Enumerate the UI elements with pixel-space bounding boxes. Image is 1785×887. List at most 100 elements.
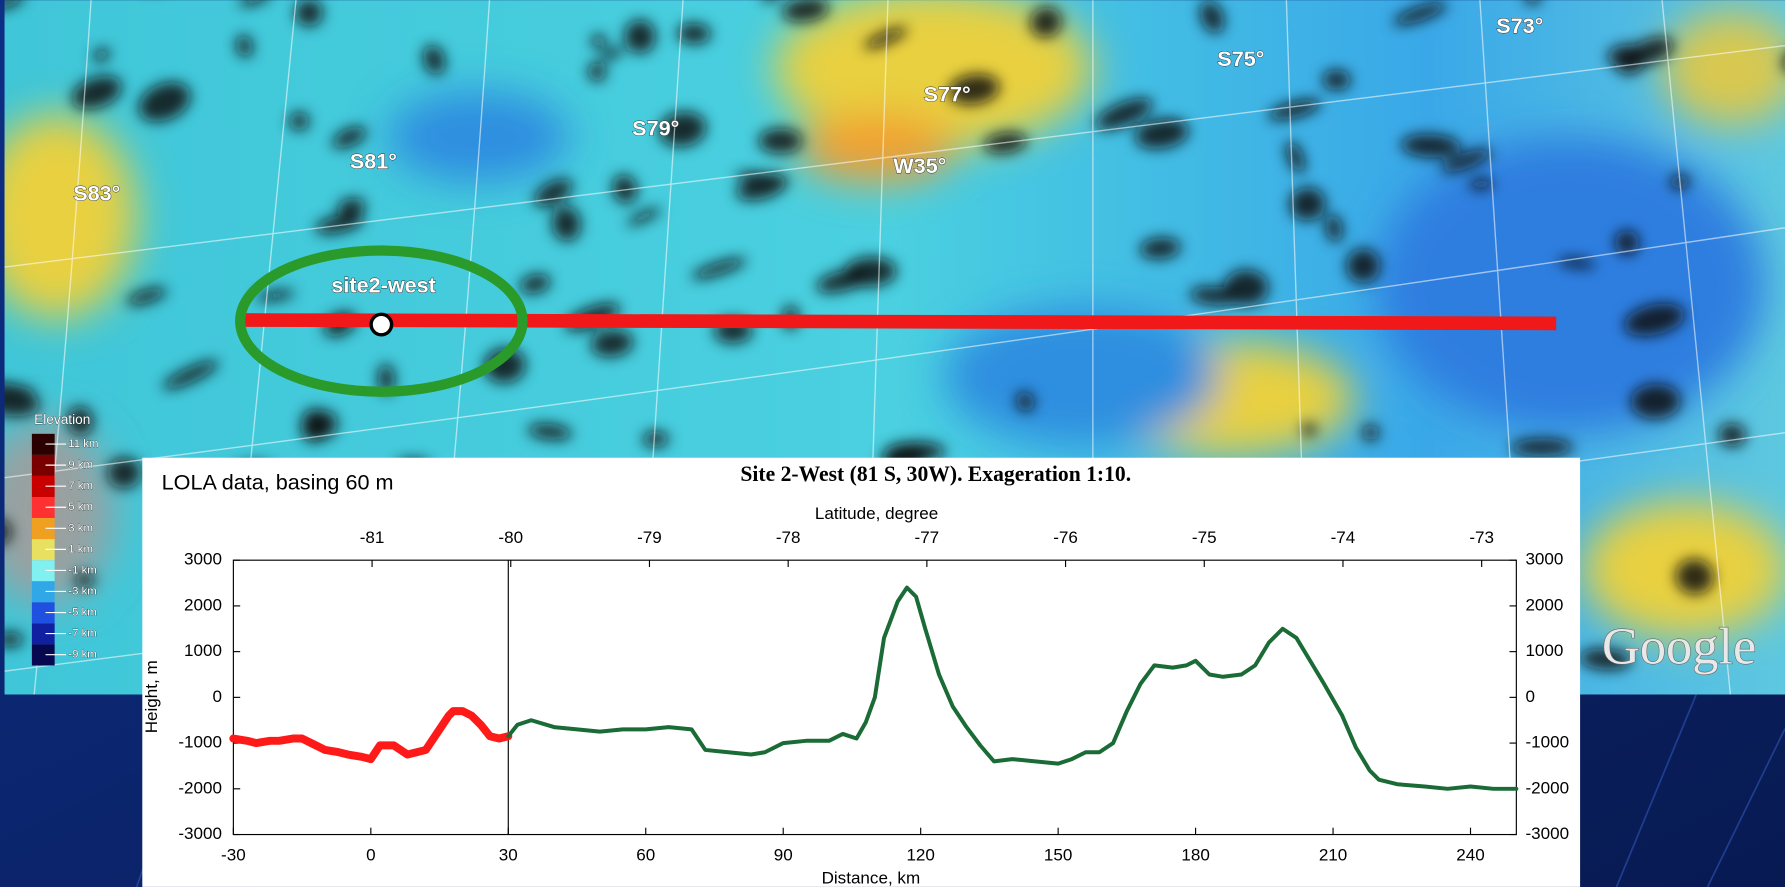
crater (519, 274, 551, 294)
crater (1030, 7, 1062, 38)
crater (337, 198, 366, 218)
chart-panel (142, 457, 1581, 887)
y-axis-title: Height, m (142, 660, 161, 733)
x-tick-label: 240 (1456, 846, 1484, 865)
crater (1346, 248, 1381, 283)
site-marker (369, 312, 394, 337)
legend-swatch (31, 581, 55, 603)
crater (552, 206, 581, 242)
crater (235, 35, 253, 57)
x2-tick-label: -75 (1192, 528, 1217, 547)
crater (1189, 286, 1239, 305)
x-tick-label: 180 (1181, 846, 1209, 865)
data-line (506, 585, 1519, 791)
x2-tick-label: -76 (1053, 528, 1078, 547)
x-axis-title: Distance, km (822, 868, 921, 887)
x-tick-label: 60 (636, 846, 655, 865)
grid-label: W35° (893, 153, 946, 178)
y-tick-label: 1000 (184, 641, 222, 660)
grid-label: S81° (350, 149, 397, 174)
crater (612, 174, 637, 204)
x2-tick-label: -74 (1331, 528, 1356, 547)
legend-swatch (31, 497, 55, 519)
x2-tick-label: -73 (1469, 528, 1494, 547)
crater (74, 572, 95, 588)
crater (588, 62, 606, 82)
crater (1441, 149, 1492, 173)
legend-swatch (31, 560, 55, 582)
elevation-legend: Elevation 11 km 9 km 7 km 5 km 3 km 1 km -1 km… (31, 411, 99, 666)
legend-swatch (31, 454, 55, 476)
crater (1095, 98, 1153, 130)
site-label: site2-west (331, 273, 436, 298)
legend-swatch (31, 539, 55, 561)
x2-tick-label: -81 (360, 528, 385, 547)
y2-tick-label: 3000 (1525, 550, 1563, 569)
crater (289, 112, 309, 131)
x2-tick-label: -79 (637, 528, 662, 547)
crater (1289, 187, 1326, 221)
grid-label: S79° (632, 116, 679, 141)
x-tick-label: -30 (221, 846, 246, 865)
crater (600, 47, 623, 60)
crater (93, 48, 110, 62)
x2-axis-title: Latitude, degree (815, 504, 938, 523)
crater (332, 126, 367, 148)
legend-label: -1 km (68, 564, 96, 576)
legend-swatch (31, 475, 55, 498)
crater (642, 431, 669, 448)
crater (624, 19, 656, 54)
y2-tick-label: -3000 (1525, 824, 1569, 843)
grid-label: S73° (1496, 13, 1543, 38)
crater (1325, 214, 1343, 242)
crater (1134, 118, 1189, 149)
x-tick-label: 120 (906, 846, 934, 865)
logo: Google (1602, 617, 1756, 675)
legend-label: -7 km (68, 628, 96, 640)
crater (1614, 230, 1639, 255)
crater (590, 329, 634, 357)
y-tick-label: -3000 (178, 824, 222, 843)
legend-swatch (31, 518, 55, 540)
crater (162, 360, 219, 390)
y-tick-label: -2000 (178, 778, 222, 797)
crater (782, 0, 829, 22)
crater (884, 442, 946, 463)
crater (4, 389, 40, 417)
crater (590, 34, 607, 48)
track-line (242, 313, 1557, 331)
crater (1579, 648, 1632, 670)
y-tick-label: 3000 (184, 550, 222, 569)
legend-label: -5 km (68, 607, 96, 619)
crater (758, 128, 803, 154)
crater (126, 287, 167, 306)
y-tick-label: 0 (212, 687, 221, 706)
crater (1322, 69, 1351, 91)
crater (691, 257, 747, 280)
crater (1400, 134, 1461, 158)
x2-tick-label: -80 (498, 528, 523, 547)
crater (844, 256, 897, 287)
crater (238, 0, 272, 6)
legend-label: 9 km (68, 459, 93, 471)
crater (4, 381, 36, 395)
x-tick-label: 0 (366, 846, 376, 865)
crater (484, 348, 526, 384)
legend-swatch (31, 602, 55, 624)
x-tick-label: 210 (1319, 846, 1347, 865)
crater (1393, 2, 1448, 26)
landing-ellipse (235, 245, 528, 397)
chart-title: Site 2-West (81 S, 30W). Exageration 1:1… (740, 462, 1131, 486)
crater (107, 457, 142, 489)
crater (1016, 391, 1035, 412)
legend-swatch (31, 433, 55, 455)
crater (1139, 237, 1181, 259)
crater (315, 214, 364, 234)
crater (1200, 1, 1225, 33)
crater (1468, 178, 1494, 190)
crater (1301, 423, 1317, 436)
crater (1630, 383, 1681, 419)
y2-tick-label: 1000 (1525, 641, 1563, 660)
